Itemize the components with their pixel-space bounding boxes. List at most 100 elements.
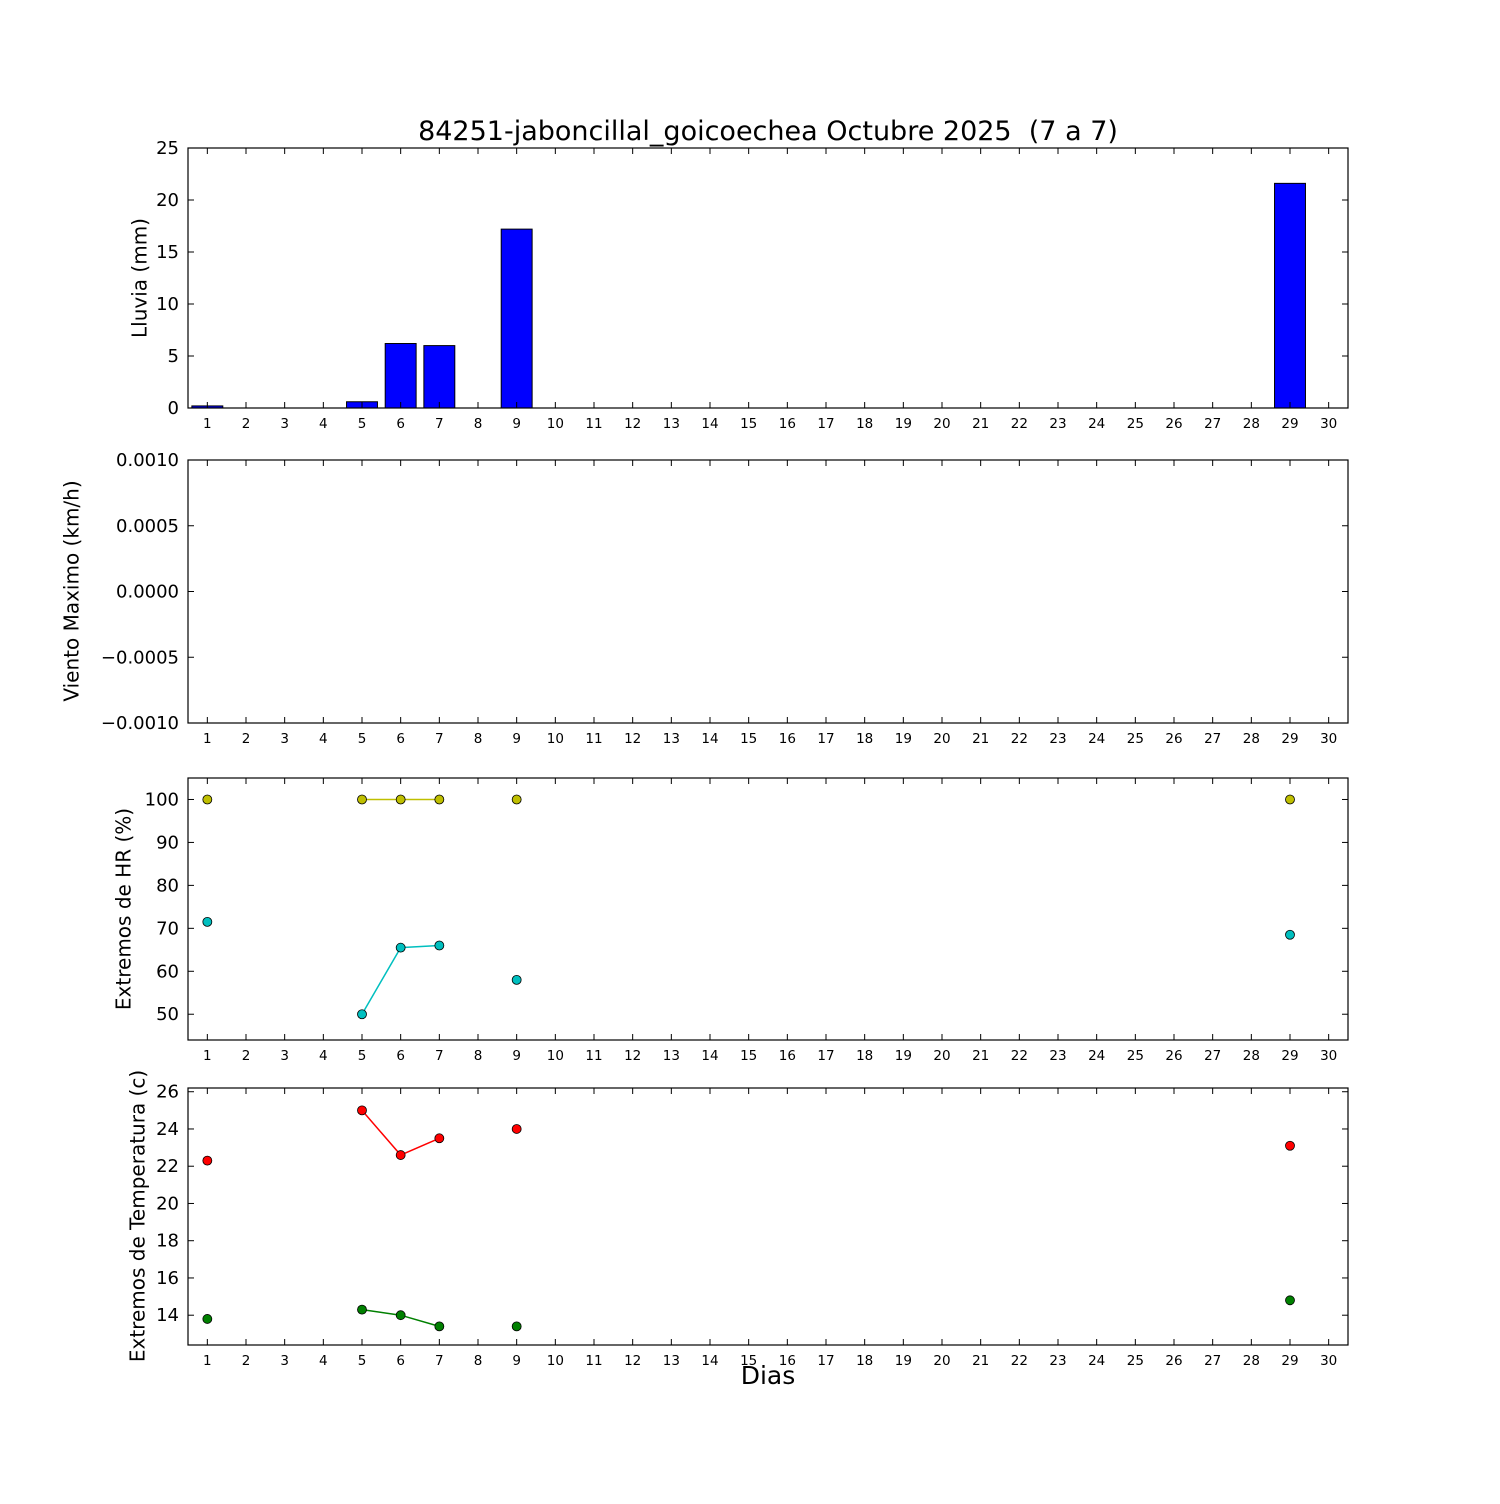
- x-tick-label-day-30: 30: [1320, 416, 1337, 432]
- x-tick-label-day-27: 27: [1204, 1353, 1221, 1369]
- x-tick-label-day-17: 17: [817, 731, 834, 747]
- x-tick-label-day-23: 23: [1049, 1048, 1066, 1064]
- y-tick-label: 26: [156, 1082, 179, 1103]
- x-tick-label-day-19: 19: [895, 1048, 912, 1064]
- x-tick-label-day-5: 5: [358, 1048, 367, 1064]
- x-tick-label-day-8: 8: [474, 731, 483, 747]
- x-tick-label-day-3: 3: [280, 416, 289, 432]
- xaxis-label: Dias: [741, 1361, 796, 1390]
- x-tick-label-day-29: 29: [1281, 416, 1298, 432]
- x-tick-label-day-24: 24: [1088, 1048, 1105, 1064]
- temp-max-point-day-5: [357, 1105, 367, 1116]
- x-tick-label-day-30: 30: [1320, 1048, 1337, 1064]
- x-tick-label-day-18: 18: [856, 731, 873, 747]
- x-tick-label-day-10: 10: [547, 416, 564, 432]
- temp-min-point-day-7: [434, 1321, 445, 1332]
- y-tick-label: 10: [156, 294, 179, 315]
- x-tick-label-day-15: 15: [740, 416, 757, 432]
- y-tick-label: 0: [168, 398, 179, 419]
- x-tick-label-day-10: 10: [547, 1048, 564, 1064]
- x-tick-label-day-13: 13: [663, 416, 680, 432]
- x-tick-label-day-13: 13: [663, 1048, 680, 1064]
- x-tick-label-day-20: 20: [933, 1353, 950, 1369]
- x-tick-label-day-23: 23: [1049, 1353, 1066, 1369]
- x-tick-label-day-12: 12: [624, 416, 641, 432]
- x-tick-label-day-6: 6: [396, 1353, 405, 1369]
- hr-min-point-day-5: [357, 1009, 367, 1020]
- x-tick-label-day-14: 14: [701, 1353, 718, 1369]
- x-tick-label-day-4: 4: [319, 1353, 328, 1369]
- axes-frame-viento: [187, 459, 1349, 724]
- temp-min-point-day-29: [1285, 1295, 1295, 1306]
- y-tick-label: 14: [156, 1305, 179, 1326]
- y-tick-label: −0.0010: [101, 713, 179, 734]
- x-tick-label-day-2: 2: [242, 416, 251, 432]
- temp-max-point-day-29: [1285, 1140, 1295, 1151]
- y-tick-label: 50: [156, 1004, 179, 1025]
- x-tick-label-day-9: 9: [512, 731, 521, 747]
- x-tick-label-day-13: 13: [663, 731, 680, 747]
- x-tick-label-day-28: 28: [1243, 416, 1260, 432]
- temp-min-point-day-1: [202, 1314, 213, 1324]
- x-tick-label-day-12: 12: [624, 1048, 641, 1064]
- x-tick-label-day-9: 9: [512, 416, 521, 432]
- x-tick-label-day-15: 15: [740, 1353, 757, 1369]
- x-tick-label-day-27: 27: [1204, 731, 1221, 747]
- x-tick-label-day-19: 19: [895, 1353, 912, 1369]
- x-tick-label-day-14: 14: [701, 416, 718, 432]
- x-tick-label-day-16: 16: [779, 731, 796, 747]
- x-tick-label-day-22: 22: [1011, 731, 1028, 747]
- x-tick-label-day-21: 21: [972, 1048, 989, 1064]
- x-tick-label-day-18: 18: [856, 1048, 873, 1064]
- x-tick-label-day-22: 22: [1011, 1353, 1028, 1369]
- hr-min-point-day-6: [395, 942, 406, 953]
- hr-min-line: [361, 944, 440, 1015]
- x-tick-label-day-11: 11: [585, 416, 602, 432]
- x-tick-label-day-25: 25: [1127, 1353, 1144, 1369]
- x-tick-label-day-4: 4: [319, 731, 328, 747]
- x-tick-label-day-14: 14: [701, 731, 718, 747]
- temp-max-line: [361, 1109, 440, 1156]
- axes-frame-hr: [187, 777, 1349, 1041]
- x-tick-label-day-25: 25: [1127, 731, 1144, 747]
- x-tick-label-day-19: 19: [895, 731, 912, 747]
- x-tick-label-day-6: 6: [396, 1048, 405, 1064]
- temp-max-point-day-9: [511, 1124, 522, 1134]
- x-tick-label-day-1: 1: [203, 1353, 212, 1369]
- y-tick-label: 18: [156, 1231, 179, 1252]
- x-tick-label-day-9: 9: [512, 1353, 521, 1369]
- x-tick-label-day-28: 28: [1243, 1048, 1260, 1064]
- x-tick-label-day-30: 30: [1320, 1353, 1337, 1369]
- axes-frame-lluvia: [187, 147, 1349, 409]
- x-tick-label-day-16: 16: [779, 1353, 796, 1369]
- axes-frame-temperatura: [187, 1087, 1349, 1346]
- x-tick-label-day-24: 24: [1088, 416, 1105, 432]
- y-tick-label: 70: [156, 918, 179, 939]
- temp-min-point-day-9: [511, 1321, 522, 1332]
- y-tick-label: 25: [156, 138, 179, 159]
- x-tick-label-day-22: 22: [1011, 416, 1028, 432]
- y-tick-label: 20: [156, 1193, 179, 1214]
- x-tick-label-day-29: 29: [1281, 1048, 1298, 1064]
- x-tick-label-day-4: 4: [319, 1048, 328, 1064]
- y-tick-label: 0.0010: [116, 450, 179, 471]
- ylabel-extremos-hr: Extremos de HR (%): [112, 808, 136, 1010]
- x-tick-label-day-11: 11: [585, 731, 602, 747]
- x-tick-label-day-17: 17: [817, 1048, 834, 1064]
- x-tick-label-day-16: 16: [779, 416, 796, 432]
- temp-max-point-day-7: [434, 1133, 445, 1144]
- y-tick-label: −0.0005: [101, 647, 179, 668]
- x-tick-label-day-29: 29: [1281, 731, 1298, 747]
- x-tick-label-day-15: 15: [740, 731, 757, 747]
- x-tick-label-day-27: 27: [1204, 1048, 1221, 1064]
- lluvia-bar-day-29: [1274, 182, 1306, 409]
- x-tick-label-day-18: 18: [856, 416, 873, 432]
- x-tick-label-day-5: 5: [358, 416, 367, 432]
- x-tick-label-day-29: 29: [1281, 1353, 1298, 1369]
- x-tick-label-day-11: 11: [585, 1048, 602, 1064]
- x-tick-label-day-10: 10: [547, 731, 564, 747]
- x-tick-label-day-2: 2: [242, 731, 251, 747]
- hr-max-point-day-9: [511, 794, 522, 805]
